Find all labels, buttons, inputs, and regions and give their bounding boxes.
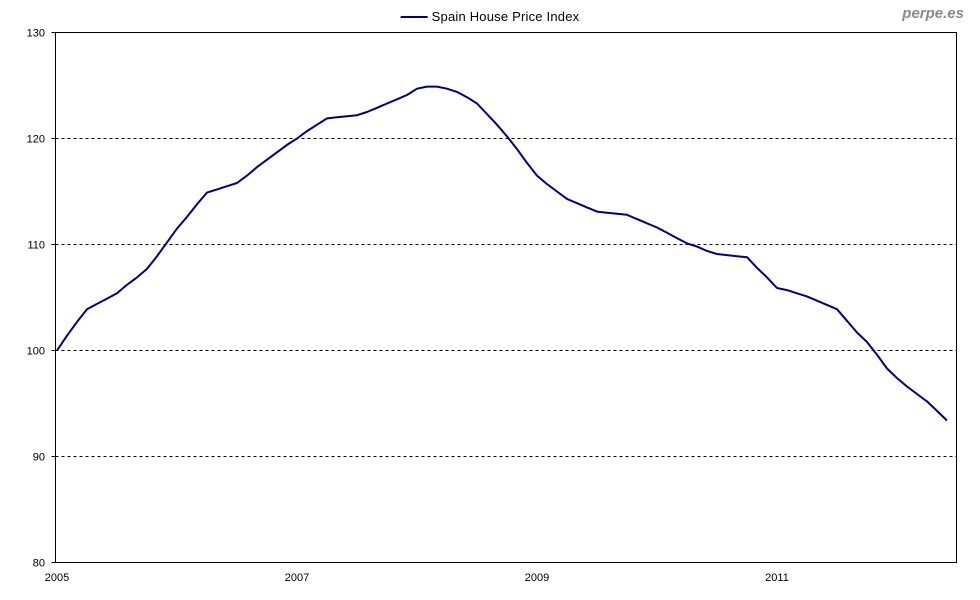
y-axis-tick-label: 90 xyxy=(33,452,45,464)
x-axis-tick-label: 2007 xyxy=(285,572,309,584)
y-axis-tick-label: 130 xyxy=(27,28,45,40)
legend-label: Spain House Price Index xyxy=(431,9,580,24)
chart-legend: Spain House Price Index xyxy=(400,9,580,24)
y-axis-tick-label: 110 xyxy=(27,240,45,252)
y-axis-tick-label: 100 xyxy=(27,346,45,358)
price-index-line xyxy=(56,85,948,422)
x-axis-tick-label: 2009 xyxy=(525,572,549,584)
x-axis-tick-label: 2005 xyxy=(45,572,69,584)
y-axis-tick-label: 120 xyxy=(27,134,45,146)
plot-border xyxy=(55,32,957,563)
x-axis-tick-label: 2011 xyxy=(765,572,789,584)
watermark-perpe-es: perpe.es xyxy=(902,5,964,22)
y-axis-tick-label: 80 xyxy=(33,558,45,570)
legend-line-swatch xyxy=(400,15,428,18)
